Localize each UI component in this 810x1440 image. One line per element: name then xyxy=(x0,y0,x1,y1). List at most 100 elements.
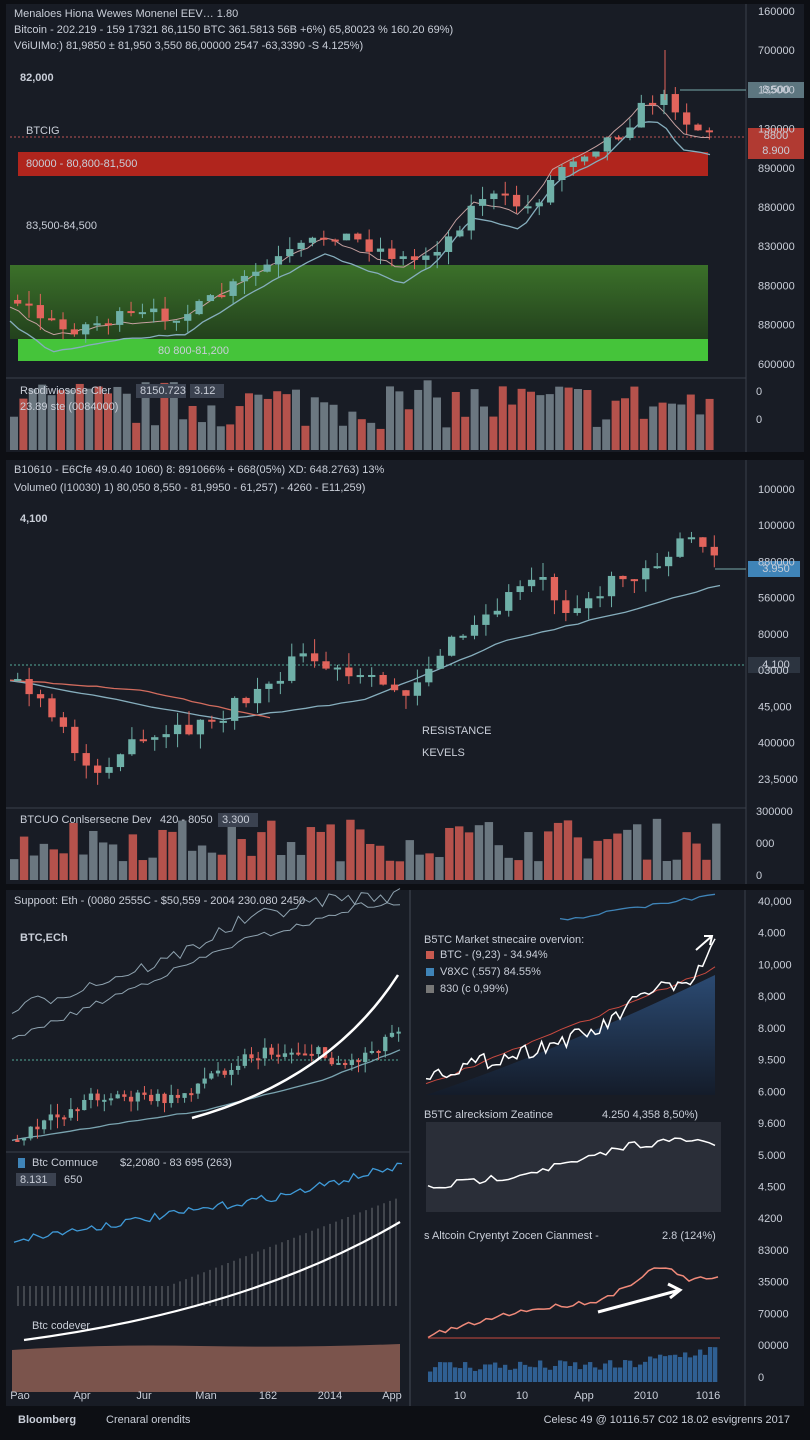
y-tick-label: 0 xyxy=(756,386,762,398)
badge xyxy=(218,813,258,827)
candle xyxy=(710,546,718,556)
volume-value: 3.12 xyxy=(194,385,215,397)
volume-bar xyxy=(367,422,376,450)
candle xyxy=(664,556,673,567)
volume-value: 8150.723 xyxy=(140,385,186,397)
volume-value: 3.300 xyxy=(222,814,250,826)
candle xyxy=(342,233,351,241)
candle xyxy=(493,610,501,615)
volume-bar xyxy=(517,388,526,450)
zone-label: 80000 - 80,800-81,500 xyxy=(26,158,137,170)
candle xyxy=(478,199,487,206)
volume-bar xyxy=(128,834,138,880)
volume-bar xyxy=(85,388,94,450)
volume-bar xyxy=(348,411,357,450)
y-tick-label: 830000 xyxy=(758,241,795,253)
big-title: BTC,ECh xyxy=(20,932,68,944)
volume-bar xyxy=(94,386,103,450)
candle xyxy=(25,303,33,306)
candle xyxy=(580,156,589,162)
header-line: Volume0 (I10030) 1) 80,050 8,550 - 81,99… xyxy=(14,482,365,494)
volume-bar xyxy=(108,844,118,880)
volume-bar xyxy=(237,839,246,880)
candle xyxy=(196,719,205,735)
x-tick-label: 2010 xyxy=(634,1390,658,1402)
volume-bar xyxy=(603,1363,608,1382)
badge xyxy=(16,1173,56,1186)
y-tick-label: 560000 xyxy=(758,593,795,605)
y-tick-label: 9.500 xyxy=(758,1055,786,1067)
volume-bar xyxy=(623,1360,628,1382)
volume-bar xyxy=(498,386,507,450)
panel xyxy=(6,460,804,884)
volume-bar xyxy=(197,845,207,880)
y-tick-label: 8,000 xyxy=(758,991,786,1003)
volume-bar xyxy=(518,1361,523,1382)
candle xyxy=(592,151,600,157)
volume-bar xyxy=(696,414,705,450)
y-tick-label: 40,000 xyxy=(758,896,792,908)
brand: Bloomberg xyxy=(18,1414,76,1426)
header-line: Suppoot: Eth - (0080 2555C - $50,559 - 2… xyxy=(14,895,305,907)
candle xyxy=(93,323,101,326)
volume-bar xyxy=(583,858,592,880)
volume-value: 420 - 8050 xyxy=(160,814,213,826)
y-tick-label: 4.000 xyxy=(758,928,786,940)
y-tick-label: 880000 xyxy=(758,556,795,568)
volume-bar xyxy=(483,1364,488,1382)
panel-inset xyxy=(426,1122,721,1212)
volume-bar xyxy=(621,398,629,450)
volume-bar xyxy=(658,402,667,450)
volume-bar xyxy=(306,827,316,880)
volume-bar xyxy=(148,857,157,880)
volume-bar xyxy=(296,854,306,880)
volume-bar xyxy=(474,825,484,880)
volume-bar xyxy=(652,818,662,880)
candle xyxy=(150,308,158,313)
candle xyxy=(399,256,407,259)
volume-bar xyxy=(613,1367,618,1382)
candle xyxy=(162,734,170,738)
volume-bar xyxy=(653,1358,658,1382)
line xyxy=(11,888,401,1014)
candle xyxy=(215,1070,221,1074)
candle xyxy=(184,314,192,321)
chart-values: 2.8 (124%) xyxy=(662,1230,716,1242)
volume-bar xyxy=(563,1361,568,1382)
volume-bar xyxy=(19,836,29,880)
volume-bar xyxy=(639,418,648,450)
candle xyxy=(14,300,22,304)
candle xyxy=(185,724,193,735)
volume-bar xyxy=(533,1367,538,1382)
volume-bar xyxy=(188,405,197,450)
volume-bar xyxy=(346,819,355,880)
candle xyxy=(122,1094,127,1097)
volume-bar xyxy=(442,427,451,450)
candle xyxy=(235,1065,241,1070)
header-line: Menaloes Hiona Wewes Monenel EEV… 1.80 xyxy=(14,8,238,20)
volume-bar xyxy=(245,393,253,450)
y-tick-label: 0 xyxy=(758,1372,764,1384)
volume-bar xyxy=(593,840,602,880)
y-tick-label: 160000 xyxy=(758,6,795,18)
candle xyxy=(288,656,296,681)
candle xyxy=(209,1073,214,1079)
volume-bar xyxy=(141,382,150,450)
volume-bar xyxy=(336,861,345,880)
volume-bar xyxy=(608,1360,613,1382)
legend-swatch xyxy=(426,985,434,993)
x-tick-label: 162 xyxy=(259,1390,277,1402)
volume-bar xyxy=(207,405,216,450)
volume-bar xyxy=(672,859,681,880)
candle xyxy=(505,592,513,611)
price-tag xyxy=(748,143,804,159)
candle xyxy=(396,1031,401,1034)
candle xyxy=(299,653,307,657)
candle xyxy=(21,1138,27,1141)
volume-bar xyxy=(480,406,488,450)
volume-bar xyxy=(404,409,413,450)
candle xyxy=(614,137,623,140)
volume-bar xyxy=(415,854,424,880)
volume-bar xyxy=(375,845,385,880)
volume-bar xyxy=(527,391,535,450)
